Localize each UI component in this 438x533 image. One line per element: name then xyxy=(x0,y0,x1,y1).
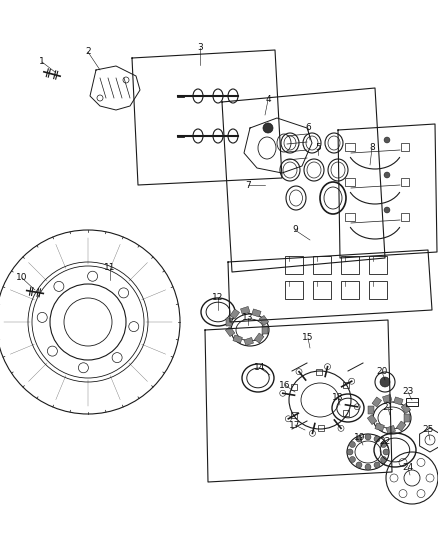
Text: 13: 13 xyxy=(242,313,254,322)
Circle shape xyxy=(380,377,390,387)
Text: 22: 22 xyxy=(379,438,391,447)
Bar xyxy=(341,281,359,299)
Bar xyxy=(343,383,349,389)
Circle shape xyxy=(347,449,353,455)
Text: 1: 1 xyxy=(39,58,45,67)
Bar xyxy=(372,397,381,407)
Bar xyxy=(230,309,240,319)
Bar xyxy=(318,425,324,431)
Text: 3: 3 xyxy=(197,44,203,52)
Text: 10: 10 xyxy=(16,273,28,282)
Bar xyxy=(226,318,232,326)
Circle shape xyxy=(350,456,355,463)
Circle shape xyxy=(374,462,380,468)
Text: 16: 16 xyxy=(279,381,291,390)
Bar xyxy=(316,369,322,375)
Text: 20: 20 xyxy=(376,367,388,376)
Bar xyxy=(401,143,409,151)
Text: 8: 8 xyxy=(369,143,375,152)
Circle shape xyxy=(383,449,389,455)
Bar xyxy=(367,415,377,425)
Circle shape xyxy=(384,172,390,178)
Text: 5: 5 xyxy=(315,143,321,152)
Text: 18: 18 xyxy=(332,393,344,402)
Bar xyxy=(285,281,303,299)
Bar xyxy=(369,256,387,274)
Bar xyxy=(394,397,403,405)
Bar xyxy=(345,213,355,221)
Circle shape xyxy=(374,436,380,442)
Text: 15: 15 xyxy=(302,334,314,343)
Bar xyxy=(252,309,261,317)
Bar xyxy=(285,256,303,274)
Text: 6: 6 xyxy=(305,124,311,133)
Bar xyxy=(406,398,418,406)
Bar xyxy=(401,403,411,414)
Circle shape xyxy=(384,137,390,143)
Circle shape xyxy=(263,123,273,133)
Circle shape xyxy=(350,441,355,448)
Text: 25: 25 xyxy=(422,425,434,434)
Text: 21: 21 xyxy=(382,403,394,413)
Bar xyxy=(401,178,409,186)
Bar xyxy=(369,281,387,299)
Bar xyxy=(396,421,406,431)
Text: 14: 14 xyxy=(254,364,266,373)
Bar xyxy=(240,306,250,314)
Text: 9: 9 xyxy=(292,225,298,235)
Bar xyxy=(244,337,254,345)
Bar xyxy=(313,256,331,274)
Bar xyxy=(375,423,385,431)
Bar xyxy=(401,213,409,221)
Circle shape xyxy=(381,441,387,448)
Bar xyxy=(343,410,350,416)
Bar xyxy=(291,384,297,390)
Text: 24: 24 xyxy=(403,464,413,472)
Bar xyxy=(386,425,396,433)
Bar xyxy=(259,316,268,326)
Bar xyxy=(368,406,374,414)
Bar xyxy=(291,411,297,417)
Text: 2: 2 xyxy=(85,47,91,56)
Bar xyxy=(225,327,235,336)
Text: 19: 19 xyxy=(354,433,366,442)
Text: 12: 12 xyxy=(212,294,224,303)
Circle shape xyxy=(384,207,390,213)
Circle shape xyxy=(365,464,371,470)
Bar xyxy=(345,178,355,186)
Bar xyxy=(233,335,242,343)
Bar xyxy=(404,414,410,422)
Bar xyxy=(313,281,331,299)
Text: 17: 17 xyxy=(289,421,301,430)
Circle shape xyxy=(365,434,371,440)
Circle shape xyxy=(356,436,362,442)
Bar xyxy=(262,326,268,334)
Text: 7: 7 xyxy=(245,181,251,190)
Text: 11: 11 xyxy=(104,263,116,272)
Bar xyxy=(341,256,359,274)
Text: 23: 23 xyxy=(403,387,413,397)
Bar xyxy=(382,394,392,402)
Circle shape xyxy=(356,462,362,468)
Circle shape xyxy=(381,456,387,463)
Text: 4: 4 xyxy=(265,95,271,104)
Bar xyxy=(345,143,355,151)
Bar xyxy=(254,333,264,343)
